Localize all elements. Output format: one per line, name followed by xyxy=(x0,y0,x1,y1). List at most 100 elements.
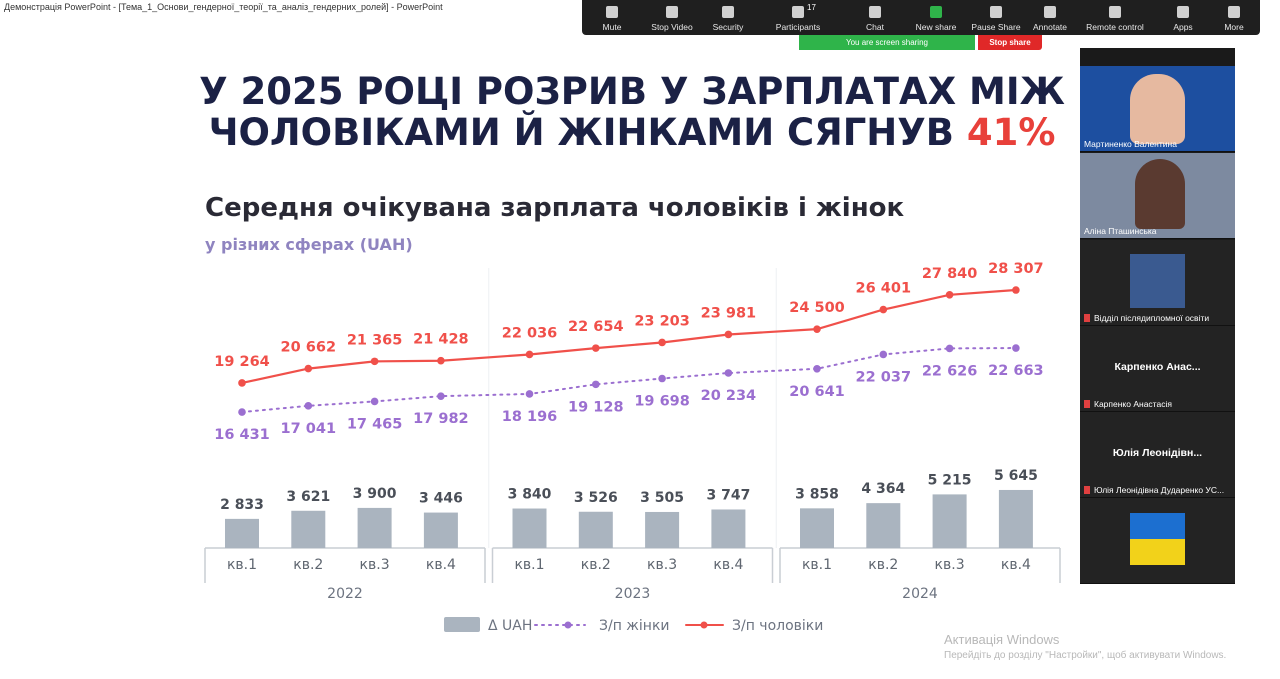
x-tick-label: кв.4 xyxy=(426,557,456,573)
bar xyxy=(423,512,458,548)
data-label: 21 365 xyxy=(347,332,403,348)
data-label: 3 900 xyxy=(353,486,397,502)
toolbar-label: Chat xyxy=(866,22,884,32)
data-label: 22 036 xyxy=(502,325,558,341)
toolbar-icon xyxy=(990,6,1002,18)
bar xyxy=(225,518,259,548)
x-tick-label: кв.2 xyxy=(581,557,611,573)
participant-avatar xyxy=(1130,513,1185,539)
activation-text: Перейдіть до розділу "Настройки", щоб ак… xyxy=(944,650,1227,661)
data-label: 17 982 xyxy=(413,411,469,427)
participant-video xyxy=(1130,74,1185,144)
data-label: 20 662 xyxy=(281,340,337,356)
toolbar-button[interactable]: Mute xyxy=(577,0,647,35)
stop-share-button[interactable]: Stop share xyxy=(978,35,1042,50)
slide-title: У 2025 РОЦІ РОЗРИВ У ЗАРПЛАТАХ МІЖ xyxy=(199,70,1065,113)
point xyxy=(304,402,313,410)
participant-display-name: Юлія Леонідівн... xyxy=(1112,447,1203,459)
point xyxy=(370,357,379,366)
legend-label: З/п чоловіки xyxy=(732,618,823,634)
slide-title: ЧОЛОВІКАМИ Й ЖІНКАМИ СЯГНУВ xyxy=(209,110,954,154)
participant-name: Аліна Пташинська xyxy=(1084,226,1157,236)
bar xyxy=(866,503,901,548)
toolbar-label: Apps xyxy=(1173,22,1193,32)
toolbar-button[interactable]: Annotate xyxy=(1015,0,1085,35)
window-title: Демонстрація PowerPoint - [Тема_1_Основи… xyxy=(4,2,443,12)
x-tick-label: кв.1 xyxy=(514,557,544,573)
bar xyxy=(291,510,326,548)
participant-name: Відділ післядипломної освіти xyxy=(1084,313,1209,323)
data-label: 27 840 xyxy=(922,266,978,282)
toolbar-label: Participants xyxy=(775,22,821,32)
point xyxy=(525,350,534,359)
data-label: 16 431 xyxy=(214,427,270,443)
legend-label: Δ UAH xyxy=(488,618,532,634)
point xyxy=(1012,286,1020,294)
x-group-label: 2023 xyxy=(615,586,651,602)
x-tick-label: кв.4 xyxy=(713,557,743,573)
data-label: 5 215 xyxy=(928,472,972,488)
participants-panel: Мартиненко Валентина Аліна Пташинська Ві… xyxy=(1080,48,1235,584)
toolbar-button[interactable]: Apps xyxy=(1148,0,1218,35)
data-label: 20 234 xyxy=(701,388,757,404)
data-label: 18 196 xyxy=(502,409,558,425)
data-label: 17 041 xyxy=(281,421,337,437)
toolbar-button[interactable]: Security xyxy=(693,0,763,35)
chart-subtitle: у різних сферах (UAH) xyxy=(205,235,413,254)
video-tile: Мартиненко Валентина xyxy=(1080,66,1235,152)
participant-avatar xyxy=(1130,539,1185,565)
data-label: 17 465 xyxy=(347,416,403,432)
bar xyxy=(800,508,834,548)
point xyxy=(592,380,600,389)
data-label: 28 307 xyxy=(988,261,1044,277)
data-label: 21 428 xyxy=(413,332,469,348)
toolbar-label: Pause Share xyxy=(971,22,1021,32)
point xyxy=(813,325,821,333)
data-label: 3 446 xyxy=(419,491,463,507)
toolbar-button[interactable]: Stop Video xyxy=(637,0,707,35)
point xyxy=(945,291,954,299)
sharing-notice: You are screen sharing xyxy=(799,35,975,50)
toolbar-icon xyxy=(722,6,734,18)
x-tick-label: кв.3 xyxy=(935,557,965,573)
toolbar-button[interactable]: Remote control xyxy=(1080,0,1150,35)
video-tile: Юлія Леонідівн... Юлія Леонідівна Дударе… xyxy=(1080,412,1235,498)
x-tick-label: кв.3 xyxy=(647,557,677,573)
toolbar-label: New share xyxy=(915,22,957,32)
x-tick-label: кв.3 xyxy=(360,557,390,573)
point xyxy=(437,392,445,400)
toolbar-icon xyxy=(1228,6,1240,18)
toolbar-button[interactable]: Chat xyxy=(840,0,910,35)
point xyxy=(658,374,666,383)
toolbar-button[interactable]: Participants 17 xyxy=(763,0,833,35)
title-highlight: 41% xyxy=(967,111,1056,154)
toolbar-label: Remote control xyxy=(1086,22,1144,32)
participant-name: Юлія Леонідівна Дударенко УС... xyxy=(1084,485,1224,495)
participant-display-name: Карпенко Анас... xyxy=(1114,361,1201,373)
toolbar-icon xyxy=(1177,6,1189,18)
bar xyxy=(357,507,392,548)
toolbar-icon xyxy=(606,6,618,18)
bar xyxy=(932,494,967,548)
toolbar-label: Stop Video xyxy=(651,22,693,32)
slide-title: ЧОЛОВІКАМИ Й ЖІНКАМИ СЯГНУВ 41% xyxy=(209,110,1056,154)
toolbar-label: More xyxy=(1224,22,1244,32)
data-label: 3 858 xyxy=(795,486,839,502)
data-label: 3 840 xyxy=(508,487,552,503)
x-tick-label: кв.1 xyxy=(802,557,832,573)
data-label: 2 833 xyxy=(220,497,264,513)
toolbar-button[interactable]: New share xyxy=(901,0,971,35)
toolbar-button[interactable]: More xyxy=(1199,0,1269,35)
participant-name: Карпенко Анастасія xyxy=(1084,399,1172,409)
toolbar-label: Annotate xyxy=(1032,22,1068,32)
video-tile: Карпенко Анас... Карпенко Анастасія xyxy=(1080,326,1235,412)
data-label: 3 747 xyxy=(706,487,750,503)
video-tile: Відділ післядипломної освіти xyxy=(1080,240,1235,326)
point xyxy=(879,305,888,314)
point xyxy=(525,390,534,398)
x-tick-label: кв.4 xyxy=(1001,557,1031,573)
dotted-line xyxy=(241,347,1017,414)
toolbar-button[interactable]: Pause Share xyxy=(961,0,1031,35)
chart: 2022 2023 2024 кв.1 кв.2 кв.3 кв.4 кв.1 кв.2 кв.3… xyxy=(204,261,1061,634)
